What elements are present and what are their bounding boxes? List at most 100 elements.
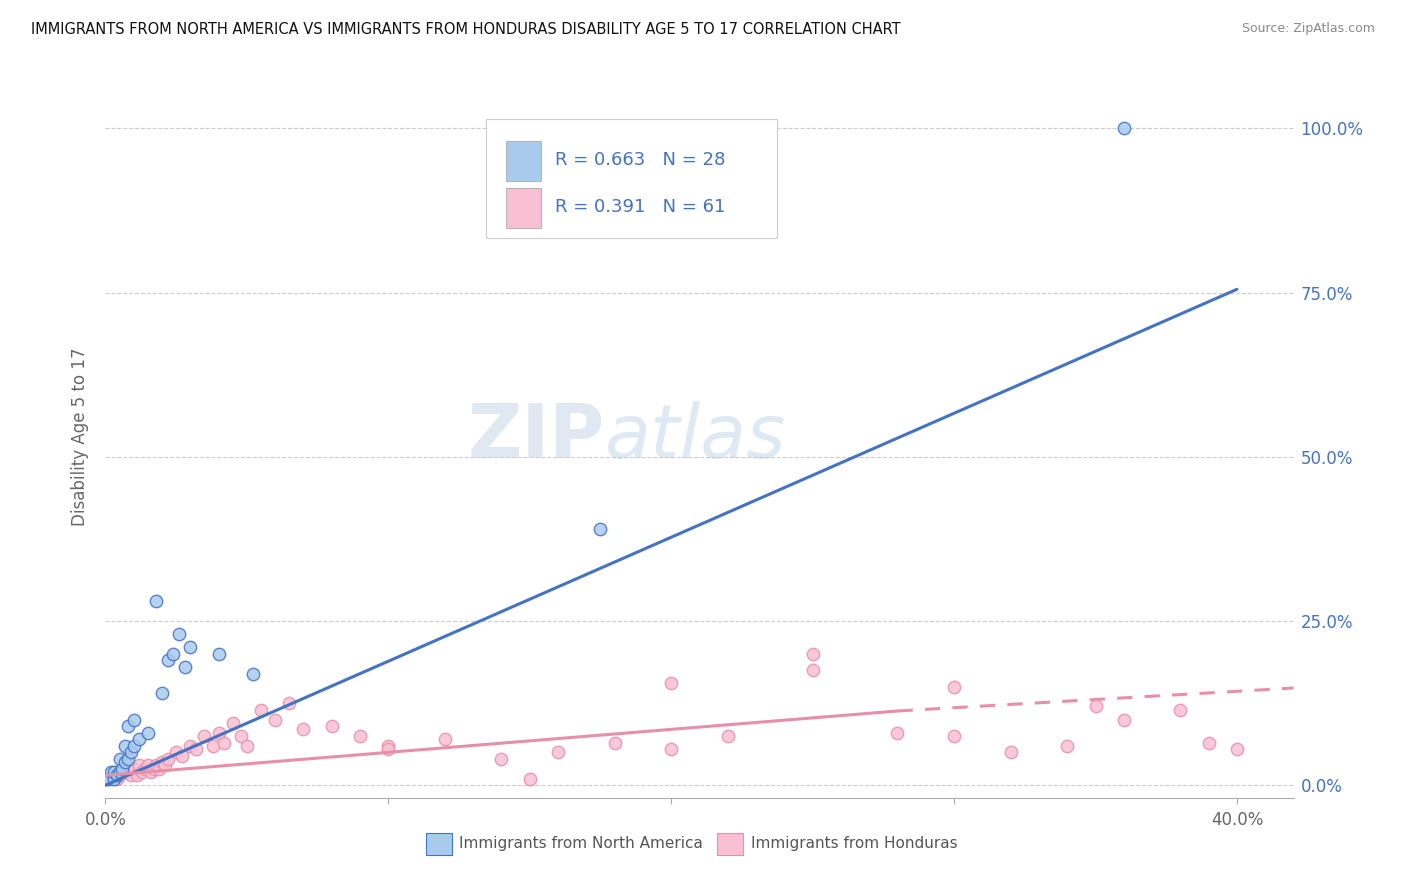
Point <box>214 735 236 749</box>
Point <box>717 729 740 743</box>
Point <box>117 719 139 733</box>
Point <box>943 680 966 694</box>
Bar <box>717 833 744 855</box>
Point <box>1170 703 1192 717</box>
Point <box>242 666 264 681</box>
Point <box>136 725 159 739</box>
Point <box>321 719 343 733</box>
Point <box>142 762 165 776</box>
Point <box>184 742 207 756</box>
Point <box>148 762 170 776</box>
Point <box>153 758 176 772</box>
Point <box>108 765 131 780</box>
FancyBboxPatch shape <box>485 120 776 238</box>
Point <box>145 594 167 608</box>
Point <box>1198 735 1220 749</box>
Text: Immigrants from Honduras: Immigrants from Honduras <box>751 837 957 851</box>
Point <box>231 729 253 743</box>
Text: atlas: atlas <box>605 401 786 473</box>
Point <box>659 676 682 690</box>
Bar <box>506 141 541 180</box>
Point <box>603 735 626 749</box>
Point <box>1226 742 1249 756</box>
Point <box>1000 745 1022 759</box>
Point <box>236 739 259 753</box>
Point <box>491 752 513 766</box>
Point <box>145 758 167 772</box>
Point <box>122 713 145 727</box>
Point <box>943 729 966 743</box>
Point <box>122 739 145 753</box>
Point <box>433 732 456 747</box>
Point <box>1112 121 1135 136</box>
Point <box>547 745 569 759</box>
Point <box>1056 739 1078 753</box>
Point <box>519 772 541 786</box>
Point <box>103 765 125 780</box>
Point <box>173 660 195 674</box>
Point <box>250 703 273 717</box>
Point <box>103 765 125 780</box>
Bar <box>426 833 453 855</box>
Point <box>114 755 136 769</box>
Point <box>120 745 142 759</box>
Point <box>162 647 184 661</box>
Point <box>134 762 156 776</box>
Point <box>156 752 179 766</box>
Point <box>170 748 193 763</box>
Point <box>156 653 179 667</box>
Point <box>377 742 399 756</box>
Point <box>207 647 229 661</box>
Bar <box>506 188 541 227</box>
Point <box>179 640 201 655</box>
Point <box>131 765 153 780</box>
Point <box>377 739 399 753</box>
Point <box>136 758 159 772</box>
Point <box>179 739 201 753</box>
Point <box>111 765 134 780</box>
Point <box>100 765 122 780</box>
Point <box>264 713 287 727</box>
Text: ZIP: ZIP <box>467 401 605 474</box>
Point <box>659 742 682 756</box>
Point <box>201 739 224 753</box>
Point <box>117 752 139 766</box>
Point <box>886 725 908 739</box>
Point <box>349 729 371 743</box>
Point <box>114 739 136 753</box>
Point <box>117 762 139 776</box>
Point <box>111 762 134 776</box>
Point <box>801 647 824 661</box>
Point <box>150 686 173 700</box>
Point <box>801 663 824 677</box>
Text: Source: ZipAtlas.com: Source: ZipAtlas.com <box>1241 22 1375 36</box>
Point <box>105 772 128 786</box>
Point <box>125 768 148 782</box>
Point <box>193 729 215 743</box>
Point <box>139 765 162 780</box>
Point <box>165 745 187 759</box>
Point <box>167 627 190 641</box>
Point <box>128 758 150 772</box>
Point <box>122 762 145 776</box>
Text: Immigrants from North America: Immigrants from North America <box>460 837 703 851</box>
Point <box>105 768 128 782</box>
Point <box>1112 713 1135 727</box>
Point <box>589 522 612 536</box>
Point <box>108 768 131 782</box>
Point <box>120 768 142 782</box>
Text: R = 0.663   N = 28: R = 0.663 N = 28 <box>554 152 725 169</box>
Point <box>114 765 136 780</box>
Y-axis label: Disability Age 5 to 17: Disability Age 5 to 17 <box>72 348 90 526</box>
Point <box>97 772 120 786</box>
Point <box>103 772 125 786</box>
Point <box>207 725 229 739</box>
Point <box>100 772 122 786</box>
Point <box>150 755 173 769</box>
Point <box>292 723 315 737</box>
Point <box>278 696 301 710</box>
Point <box>108 752 131 766</box>
Point <box>222 715 245 730</box>
Text: R = 0.391   N = 61: R = 0.391 N = 61 <box>554 198 725 217</box>
Text: IMMIGRANTS FROM NORTH AMERICA VS IMMIGRANTS FROM HONDURAS DISABILITY AGE 5 TO 17: IMMIGRANTS FROM NORTH AMERICA VS IMMIGRA… <box>31 22 901 37</box>
